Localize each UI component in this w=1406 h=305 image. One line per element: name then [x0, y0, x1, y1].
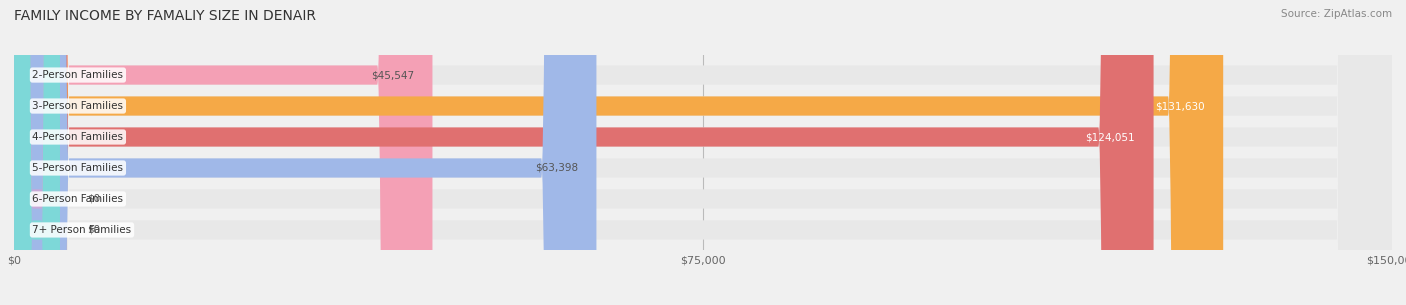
FancyBboxPatch shape: [14, 0, 1223, 305]
FancyBboxPatch shape: [14, 0, 1392, 305]
FancyBboxPatch shape: [14, 0, 60, 305]
FancyBboxPatch shape: [14, 0, 1392, 305]
FancyBboxPatch shape: [14, 0, 1392, 305]
FancyBboxPatch shape: [14, 0, 1153, 305]
FancyBboxPatch shape: [14, 0, 60, 305]
FancyBboxPatch shape: [14, 0, 1392, 305]
Text: FAMILY INCOME BY FAMALIY SIZE IN DENAIR: FAMILY INCOME BY FAMALIY SIZE IN DENAIR: [14, 9, 316, 23]
Text: 2-Person Families: 2-Person Families: [32, 70, 124, 80]
Text: $131,630: $131,630: [1156, 101, 1205, 111]
Text: 3-Person Families: 3-Person Families: [32, 101, 124, 111]
FancyBboxPatch shape: [14, 0, 596, 305]
FancyBboxPatch shape: [14, 0, 1392, 305]
FancyBboxPatch shape: [14, 0, 433, 305]
Text: $63,398: $63,398: [534, 163, 578, 173]
FancyBboxPatch shape: [14, 0, 1392, 305]
Text: $0: $0: [87, 225, 101, 235]
Text: $0: $0: [87, 194, 101, 204]
Text: $45,547: $45,547: [371, 70, 415, 80]
Text: $124,051: $124,051: [1085, 132, 1135, 142]
Text: 5-Person Families: 5-Person Families: [32, 163, 124, 173]
Text: 7+ Person Families: 7+ Person Families: [32, 225, 132, 235]
Text: 6-Person Families: 6-Person Families: [32, 194, 124, 204]
Text: Source: ZipAtlas.com: Source: ZipAtlas.com: [1281, 9, 1392, 19]
Text: 4-Person Families: 4-Person Families: [32, 132, 124, 142]
